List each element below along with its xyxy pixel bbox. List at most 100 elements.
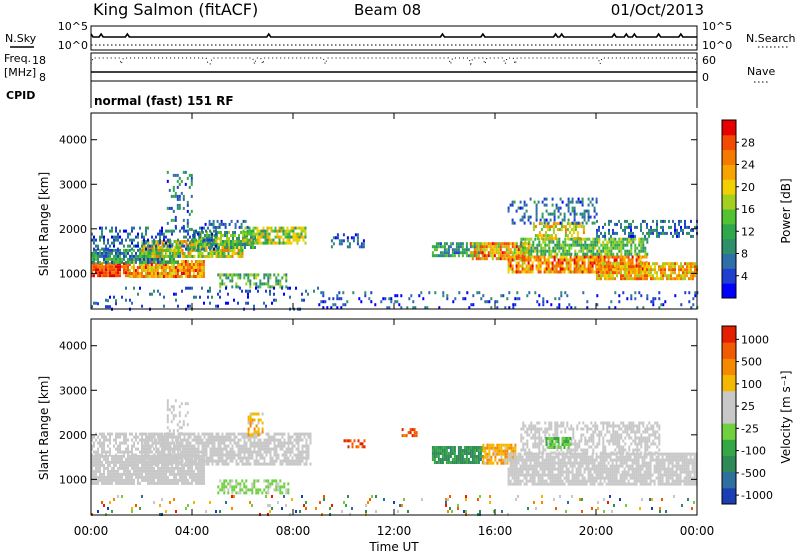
velocity-cell <box>121 478 123 482</box>
velocity-cell <box>179 466 181 470</box>
power-cell <box>205 246 208 249</box>
power-cell <box>243 273 246 277</box>
power-cell <box>246 225 249 229</box>
velocity-cell <box>241 432 244 436</box>
power-cell <box>539 270 542 274</box>
power-cell <box>176 194 179 198</box>
power-cell <box>656 219 658 223</box>
velocity-cell <box>101 453 103 457</box>
velocity-cell <box>123 478 125 482</box>
power-cell <box>606 249 609 253</box>
velocity-cell <box>471 449 474 452</box>
velocity-cell <box>203 478 205 482</box>
power-cell <box>624 225 626 229</box>
power-cell <box>141 304 143 308</box>
power-cell <box>111 260 113 264</box>
power-cell <box>192 272 195 275</box>
power-cell <box>163 257 165 261</box>
velocity-cell <box>115 453 117 457</box>
velocity-cell <box>285 441 288 445</box>
power-cell <box>586 246 589 250</box>
velocity-cell <box>153 459 156 463</box>
power-cell <box>288 238 291 242</box>
power-cell <box>574 249 577 253</box>
power-cell <box>113 271 115 275</box>
power-cell <box>552 240 555 244</box>
velocity-cell <box>265 444 268 448</box>
power-cell <box>598 225 600 229</box>
power-cell <box>652 297 655 301</box>
power-cell <box>125 286 127 290</box>
velocity-cell <box>117 435 119 439</box>
power-cell <box>182 194 185 198</box>
power-cell <box>215 255 218 258</box>
power-cell <box>660 225 662 229</box>
power-cell <box>91 268 93 272</box>
power-cell <box>571 270 574 274</box>
power-cell <box>161 257 163 261</box>
power-cell <box>412 300 415 304</box>
power-cell <box>587 261 590 265</box>
power-cell <box>593 255 596 259</box>
velocity-cell <box>179 447 181 451</box>
velocity-cell <box>229 453 232 457</box>
velocity-cell <box>155 438 157 442</box>
power-cell <box>581 264 584 268</box>
power-cell <box>161 249 164 252</box>
power-cell <box>509 261 512 265</box>
power-cell <box>137 232 139 236</box>
power-cell <box>499 251 502 255</box>
power-cell <box>636 225 638 229</box>
power-colorbar-tick-label: 8 <box>741 248 748 261</box>
velocity-cell <box>299 459 302 463</box>
power-cell <box>121 257 123 261</box>
power-cell <box>113 268 115 272</box>
power-cell <box>566 306 569 310</box>
power-cell <box>571 200 574 204</box>
power-cell <box>608 219 610 223</box>
power-cell <box>222 243 224 246</box>
power-cell <box>265 282 268 286</box>
power-cell <box>560 225 563 229</box>
power-cell <box>115 251 117 255</box>
power-cell <box>97 274 99 278</box>
velocity-cell <box>243 432 246 436</box>
power-cell <box>144 272 147 275</box>
power-cell <box>595 258 598 262</box>
velocity-cell <box>117 478 119 482</box>
power-cell <box>581 255 584 259</box>
velocity-cell <box>193 453 196 457</box>
power-cell <box>574 228 577 232</box>
velocity-cell <box>283 438 286 442</box>
velocity-cell <box>439 458 442 461</box>
velocity-cell <box>217 485 220 489</box>
velocity-cell <box>441 452 444 455</box>
power-cell <box>146 269 149 272</box>
power-cell <box>182 224 185 228</box>
velocity-cell <box>185 438 188 442</box>
freq-panel: 18 8 60 0 Freq. [MHz] Nave <box>4 52 775 84</box>
power-cell <box>557 209 560 213</box>
velocity-cell <box>209 450 212 454</box>
velocity-cell <box>255 444 258 448</box>
power-cell <box>531 267 534 271</box>
velocity-cell <box>145 453 148 457</box>
power-cell <box>148 269 151 272</box>
velocity-cell <box>205 450 208 454</box>
power-cell <box>184 269 187 272</box>
power-cell <box>621 267 624 271</box>
power-cell <box>467 248 470 252</box>
power-cell <box>573 255 576 259</box>
power-cell <box>129 254 131 258</box>
power-cell <box>529 215 532 219</box>
power-cell <box>636 268 638 272</box>
velocity-cell <box>469 452 472 455</box>
velocity-cell <box>145 450 148 454</box>
power-cell <box>591 261 594 265</box>
power-cell <box>628 268 630 272</box>
power-cell <box>563 258 566 262</box>
velocity-cell <box>181 450 184 454</box>
power-cell <box>187 255 190 258</box>
velocity-cell <box>155 469 157 473</box>
velocity-cell <box>401 428 404 432</box>
